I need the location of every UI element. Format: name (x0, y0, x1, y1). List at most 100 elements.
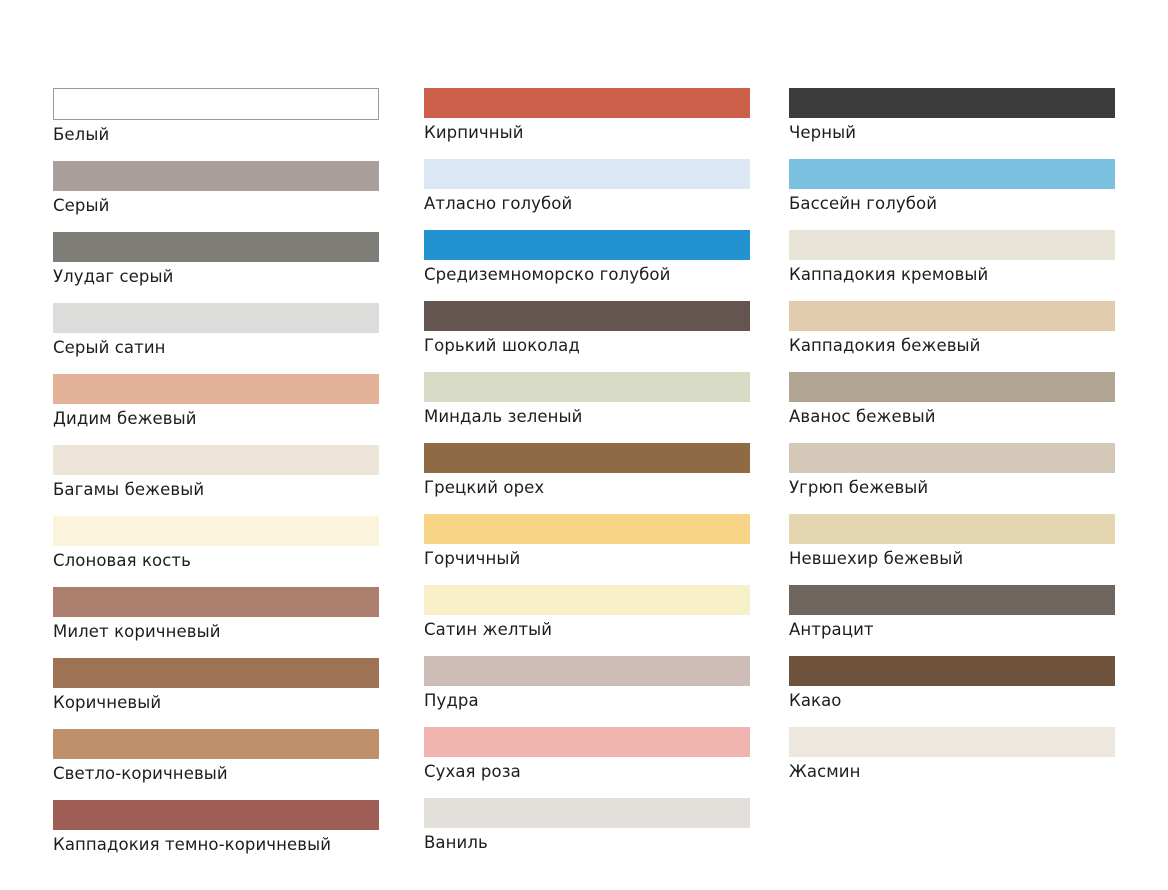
color-swatch-item[interactable]: Черный (789, 88, 1115, 147)
color-swatch-item[interactable]: Сатин желтый (424, 585, 750, 644)
palette-column-1: Белый Серый Улудаг серый Серый сатин Дидим б… (53, 88, 379, 871)
color-swatch[interactable] (424, 585, 750, 615)
color-swatch-item[interactable]: Кирпичный (424, 88, 750, 147)
palette-column-3: Черный Бассейн голубой Каппадокия кремовый… (789, 88, 1115, 798)
color-swatch-item[interactable]: Какао (789, 656, 1115, 715)
color-swatch[interactable] (53, 800, 379, 830)
color-swatch-label: Каппадокия кремовый (789, 265, 989, 284)
color-swatch-item[interactable]: Средиземноморско голубой (424, 230, 750, 289)
color-swatch[interactable] (53, 516, 379, 546)
color-swatch-item[interactable]: Жасмин (789, 727, 1115, 786)
color-swatch-item[interactable]: Горчичный (424, 514, 750, 573)
color-swatch-label: Атласно голубой (424, 194, 573, 213)
color-swatch[interactable] (53, 445, 379, 475)
color-swatch[interactable] (53, 587, 379, 617)
color-swatch-item[interactable]: Коричневый (53, 658, 379, 717)
color-swatch-label: Улудаг серый (53, 267, 174, 286)
color-swatch-item[interactable]: Невшехир бежевый (789, 514, 1115, 573)
color-swatch-label: Серый сатин (53, 338, 166, 357)
color-swatch[interactable] (424, 443, 750, 473)
color-swatch-item[interactable]: Улудаг серый (53, 232, 379, 291)
color-swatch-label: Жасмин (789, 762, 861, 781)
color-swatch-item[interactable]: Грецкий орех (424, 443, 750, 502)
color-swatch[interactable] (424, 514, 750, 544)
color-swatch[interactable] (789, 585, 1115, 615)
color-swatch-item[interactable]: Аванос бежевый (789, 372, 1115, 431)
palette-column-2: Кирпичный Атласно голубой Средиземноморско… (424, 88, 750, 869)
color-swatch-label: Антрацит (789, 620, 874, 639)
color-swatch[interactable] (424, 230, 750, 260)
color-swatch-label: Дидим бежевый (53, 409, 197, 428)
color-swatch-label: Грецкий орех (424, 478, 545, 497)
color-swatch-label: Коричневый (53, 693, 162, 712)
color-swatch-label: Кирпичный (424, 123, 524, 142)
color-swatch[interactable] (424, 301, 750, 331)
color-swatch[interactable] (789, 230, 1115, 260)
color-swatch[interactable] (789, 443, 1115, 473)
color-swatch-label: Каппадокия бежевый (789, 336, 981, 355)
color-swatch-label: Горчичный (424, 549, 521, 568)
color-swatch[interactable] (53, 729, 379, 759)
color-swatch-item[interactable]: Ваниль (424, 798, 750, 857)
color-swatch-item[interactable]: Угрюп бежевый (789, 443, 1115, 502)
color-swatch-item[interactable]: Атласно голубой (424, 159, 750, 218)
color-swatch-label: Сатин желтый (424, 620, 553, 639)
color-swatch[interactable] (789, 301, 1115, 331)
color-swatch-item[interactable]: Серый (53, 161, 379, 220)
color-swatch-item[interactable]: Антрацит (789, 585, 1115, 644)
color-swatch-label: Миндаль зеленый (424, 407, 583, 426)
color-swatch-label: Бассейн голубой (789, 194, 938, 213)
color-swatch-label: Ваниль (424, 833, 488, 852)
color-swatch-label: Сухая роза (424, 762, 521, 781)
color-swatch-label: Черный (789, 123, 857, 142)
color-swatch[interactable] (424, 798, 750, 828)
color-swatch-label: Багамы бежевый (53, 480, 205, 499)
color-swatch-label: Милет коричневый (53, 622, 221, 641)
color-swatch[interactable] (53, 303, 379, 333)
color-swatch[interactable] (789, 656, 1115, 686)
color-swatch-label: Серый (53, 196, 110, 215)
color-swatch-item[interactable]: Серый сатин (53, 303, 379, 362)
color-swatch-item[interactable]: Каппадокия бежевый (789, 301, 1115, 360)
color-swatch-label: Слоновая кость (53, 551, 191, 570)
color-swatch-item[interactable]: Слоновая кость (53, 516, 379, 575)
color-swatch-item[interactable]: Пудра (424, 656, 750, 715)
color-swatch[interactable] (424, 656, 750, 686)
color-swatch[interactable] (789, 372, 1115, 402)
color-swatch-label: Пудра (424, 691, 479, 710)
color-swatch[interactable] (53, 161, 379, 191)
color-swatch[interactable] (53, 232, 379, 262)
color-swatch[interactable] (424, 727, 750, 757)
color-swatch-label: Каппадокия темно-коричневый (53, 835, 332, 854)
color-swatch-label: Средиземноморско голубой (424, 265, 671, 284)
color-swatch-item[interactable]: Сухая роза (424, 727, 750, 786)
color-swatch-item[interactable]: Милет коричневый (53, 587, 379, 646)
color-swatch[interactable] (789, 159, 1115, 189)
color-swatch-label: Горький шоколад (424, 336, 580, 355)
color-swatch[interactable] (53, 374, 379, 404)
color-swatch-label: Белый (53, 125, 110, 144)
color-swatch-item[interactable]: Миндаль зеленый (424, 372, 750, 431)
color-swatch[interactable] (424, 88, 750, 118)
color-swatch-item[interactable]: Багамы бежевый (53, 445, 379, 504)
color-swatch-item[interactable]: Дидим бежевый (53, 374, 379, 433)
color-swatch[interactable] (424, 372, 750, 402)
color-swatch[interactable] (53, 658, 379, 688)
color-swatch[interactable] (789, 727, 1115, 757)
color-swatch-label: Невшехир бежевый (789, 549, 964, 568)
color-swatch-item[interactable]: Каппадокия кремовый (789, 230, 1115, 289)
color-swatch[interactable] (53, 88, 379, 120)
color-swatch-item[interactable]: Каппадокия темно-коричневый (53, 800, 379, 859)
color-swatch-label: Аванос бежевый (789, 407, 936, 426)
color-swatch-item[interactable]: Горький шоколад (424, 301, 750, 360)
color-swatch[interactable] (424, 159, 750, 189)
color-swatch-item[interactable]: Бассейн голубой (789, 159, 1115, 218)
color-swatch-item[interactable]: Светло-коричневый (53, 729, 379, 788)
color-swatch-item[interactable]: Белый (53, 88, 379, 149)
color-swatch[interactable] (789, 88, 1115, 118)
color-swatch-label: Светло-коричневый (53, 764, 228, 783)
color-swatch[interactable] (789, 514, 1115, 544)
color-swatch-label: Угрюп бежевый (789, 478, 929, 497)
color-swatch-label: Какао (789, 691, 842, 710)
